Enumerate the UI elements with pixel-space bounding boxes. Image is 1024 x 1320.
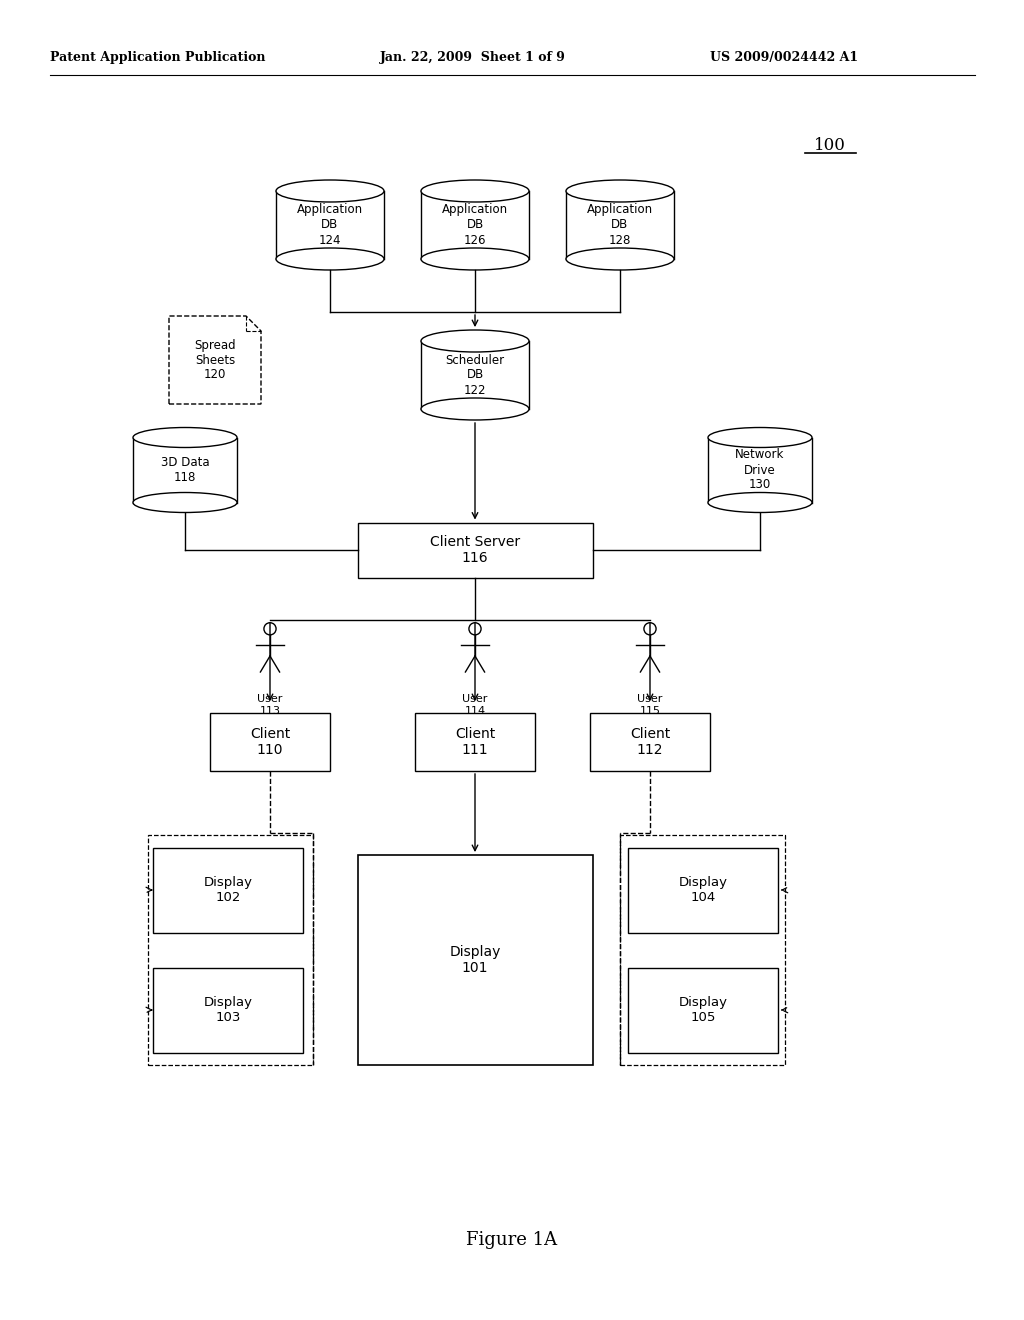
Text: Scheduler
DB
122: Scheduler DB 122 (445, 354, 505, 396)
Bar (620, 836, 785, 1065)
Ellipse shape (421, 399, 529, 420)
Ellipse shape (133, 492, 237, 512)
Text: Application
DB
128: Application DB 128 (587, 203, 653, 247)
Bar (133, 437, 237, 503)
Bar (357, 523, 593, 578)
Bar (153, 968, 303, 1052)
Bar (210, 713, 330, 771)
Text: User
113: User 113 (257, 694, 283, 715)
Ellipse shape (421, 248, 529, 271)
Text: Client
111: Client 111 (455, 727, 496, 758)
Bar (628, 847, 778, 932)
Bar (628, 968, 778, 1052)
Text: 100: 100 (814, 136, 846, 153)
Text: Display
104: Display 104 (679, 876, 727, 904)
Ellipse shape (421, 330, 529, 352)
Text: Display
101: Display 101 (450, 945, 501, 975)
Text: Client
110: Client 110 (250, 727, 290, 758)
Circle shape (469, 623, 481, 635)
Ellipse shape (708, 492, 812, 512)
Circle shape (264, 623, 276, 635)
Text: Display
103: Display 103 (204, 997, 253, 1024)
Text: US 2009/0024442 A1: US 2009/0024442 A1 (710, 51, 858, 65)
Text: Client
112: Client 112 (630, 727, 670, 758)
Polygon shape (169, 315, 261, 404)
Ellipse shape (566, 180, 674, 202)
Text: User
114: User 114 (462, 694, 487, 715)
Text: Display
102: Display 102 (204, 876, 253, 904)
Bar (566, 191, 674, 259)
Bar (421, 191, 529, 259)
Bar (421, 341, 529, 409)
Ellipse shape (276, 248, 384, 271)
Text: Network
Drive
130: Network Drive 130 (735, 449, 784, 491)
Ellipse shape (708, 428, 812, 447)
Text: Jan. 22, 2009  Sheet 1 of 9: Jan. 22, 2009 Sheet 1 of 9 (380, 51, 566, 65)
Text: Display
105: Display 105 (679, 997, 727, 1024)
Circle shape (644, 623, 656, 635)
Bar (148, 836, 313, 1065)
Ellipse shape (133, 428, 237, 447)
Bar (590, 713, 710, 771)
Ellipse shape (276, 180, 384, 202)
Text: Application
DB
124: Application DB 124 (297, 203, 364, 247)
Text: Patent Application Publication: Patent Application Publication (50, 51, 265, 65)
Ellipse shape (566, 248, 674, 271)
Bar (357, 855, 593, 1065)
Text: Spread
Sheets
120: Spread Sheets 120 (195, 338, 236, 381)
Text: User
115: User 115 (637, 694, 663, 715)
Text: Application
DB
126: Application DB 126 (442, 203, 508, 247)
Text: Figure 1A: Figure 1A (467, 1232, 557, 1249)
Bar (153, 847, 303, 932)
Bar (276, 191, 384, 259)
Bar (708, 437, 812, 503)
Text: 3D Data
118: 3D Data 118 (161, 455, 209, 484)
Bar (415, 713, 535, 771)
Text: Client Server
116: Client Server 116 (430, 535, 520, 565)
Ellipse shape (421, 180, 529, 202)
